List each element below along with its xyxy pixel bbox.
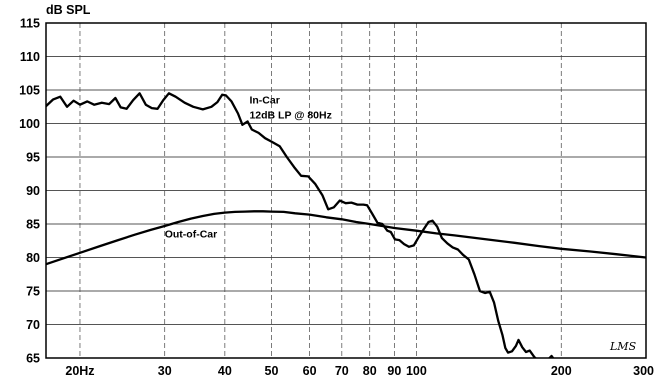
y-tick-90: 90 (26, 184, 40, 198)
plot-frame (45, 22, 647, 359)
x-tick-300: 300 (633, 364, 654, 378)
y-tick-105: 105 (19, 84, 40, 98)
y-axis-label: dB SPL (46, 3, 91, 17)
y-tick-110: 110 (20, 50, 40, 64)
series-line-out-of-car (46, 210, 646, 266)
x-tick-60: 60 (303, 364, 317, 378)
y-tick-65: 65 (26, 352, 40, 366)
annotation-out-of-car-0: Out-of-Car (165, 228, 218, 240)
x-tick-100: 100 (406, 364, 427, 378)
x-tick-80: 80 (363, 364, 377, 378)
x-tick-90: 90 (387, 364, 401, 378)
grid-layer (46, 23, 646, 358)
y-tick-85: 85 (26, 218, 40, 232)
y-tick-100: 100 (19, 117, 40, 131)
y-tick-75: 75 (26, 285, 40, 299)
x-tick-30: 30 (158, 364, 172, 378)
y-tick-70: 70 (26, 318, 40, 332)
series-line-in-car (46, 92, 555, 358)
annotations: In-Car 12dB LP @ 80Hz Out-of-Car (165, 94, 332, 240)
x-tick-200: 200 (551, 364, 572, 378)
x-tick-70: 70 (335, 364, 349, 378)
series-layer (46, 92, 646, 358)
y-tick-95: 95 (26, 151, 40, 165)
annotation-in-car-1: 12dB LP @ 80Hz (249, 109, 331, 121)
watermark-logo: LMS (609, 340, 637, 353)
y-tick-80: 80 (26, 251, 40, 265)
y-tick-115: 115 (20, 17, 40, 31)
x-tick-20: 20Hz (65, 364, 94, 378)
y-tick-labels: 65 70 75 80 85 90 95 100 105 110 115 (19, 17, 40, 366)
x-tick-labels: 20Hz 30 40 50 60 70 80 90 100 200 300 (65, 364, 654, 378)
x-tick-40: 40 (218, 364, 232, 378)
x-tick-50: 50 (265, 364, 279, 378)
annotation-in-car-0: In-Car (249, 94, 279, 106)
